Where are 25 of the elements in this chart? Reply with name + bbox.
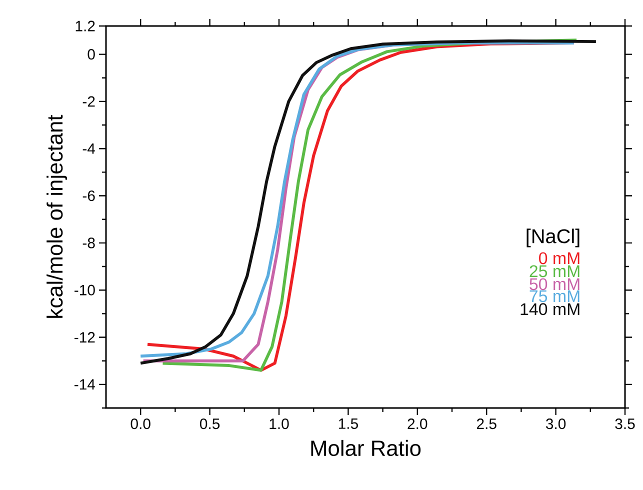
x-tick-label: 1.0 [270,418,289,430]
y-axis-title: kcal/mole of injectant [46,114,68,318]
y-tick-label: 1.2 [76,20,95,32]
x-tick-label: 2.0 [408,418,428,430]
y-tick-label: -12 [74,332,95,342]
y-tick-label: -14 [74,379,96,390]
y-tick-label: -6 [82,190,95,202]
x-tick-label: 0.5 [200,418,220,430]
y-tick-label: -4 [82,143,96,154]
text: 140 mM [520,303,580,316]
y-tick-label: 0 [88,49,95,60]
y-tick-label: -10 [74,284,95,296]
text: 25 mM [530,265,580,278]
text: 50 mM [530,278,580,290]
x-tick-label: 3.5 [615,418,635,430]
text: 75 mM [530,290,580,302]
x-axis-title: Molar Ratio [311,440,421,456]
y-tick-label: -8 [82,238,95,248]
x-tick-label: 2.5 [476,418,496,430]
text: 0 mM [539,252,580,264]
legend-title: [NaCl] [526,228,580,248]
x-tick-label: 1.5 [338,418,358,429]
x-tick-label: 3.0 [546,418,566,430]
x-tick-label: 0.0 [130,418,150,430]
y-tick-label: -2 [82,96,95,107]
